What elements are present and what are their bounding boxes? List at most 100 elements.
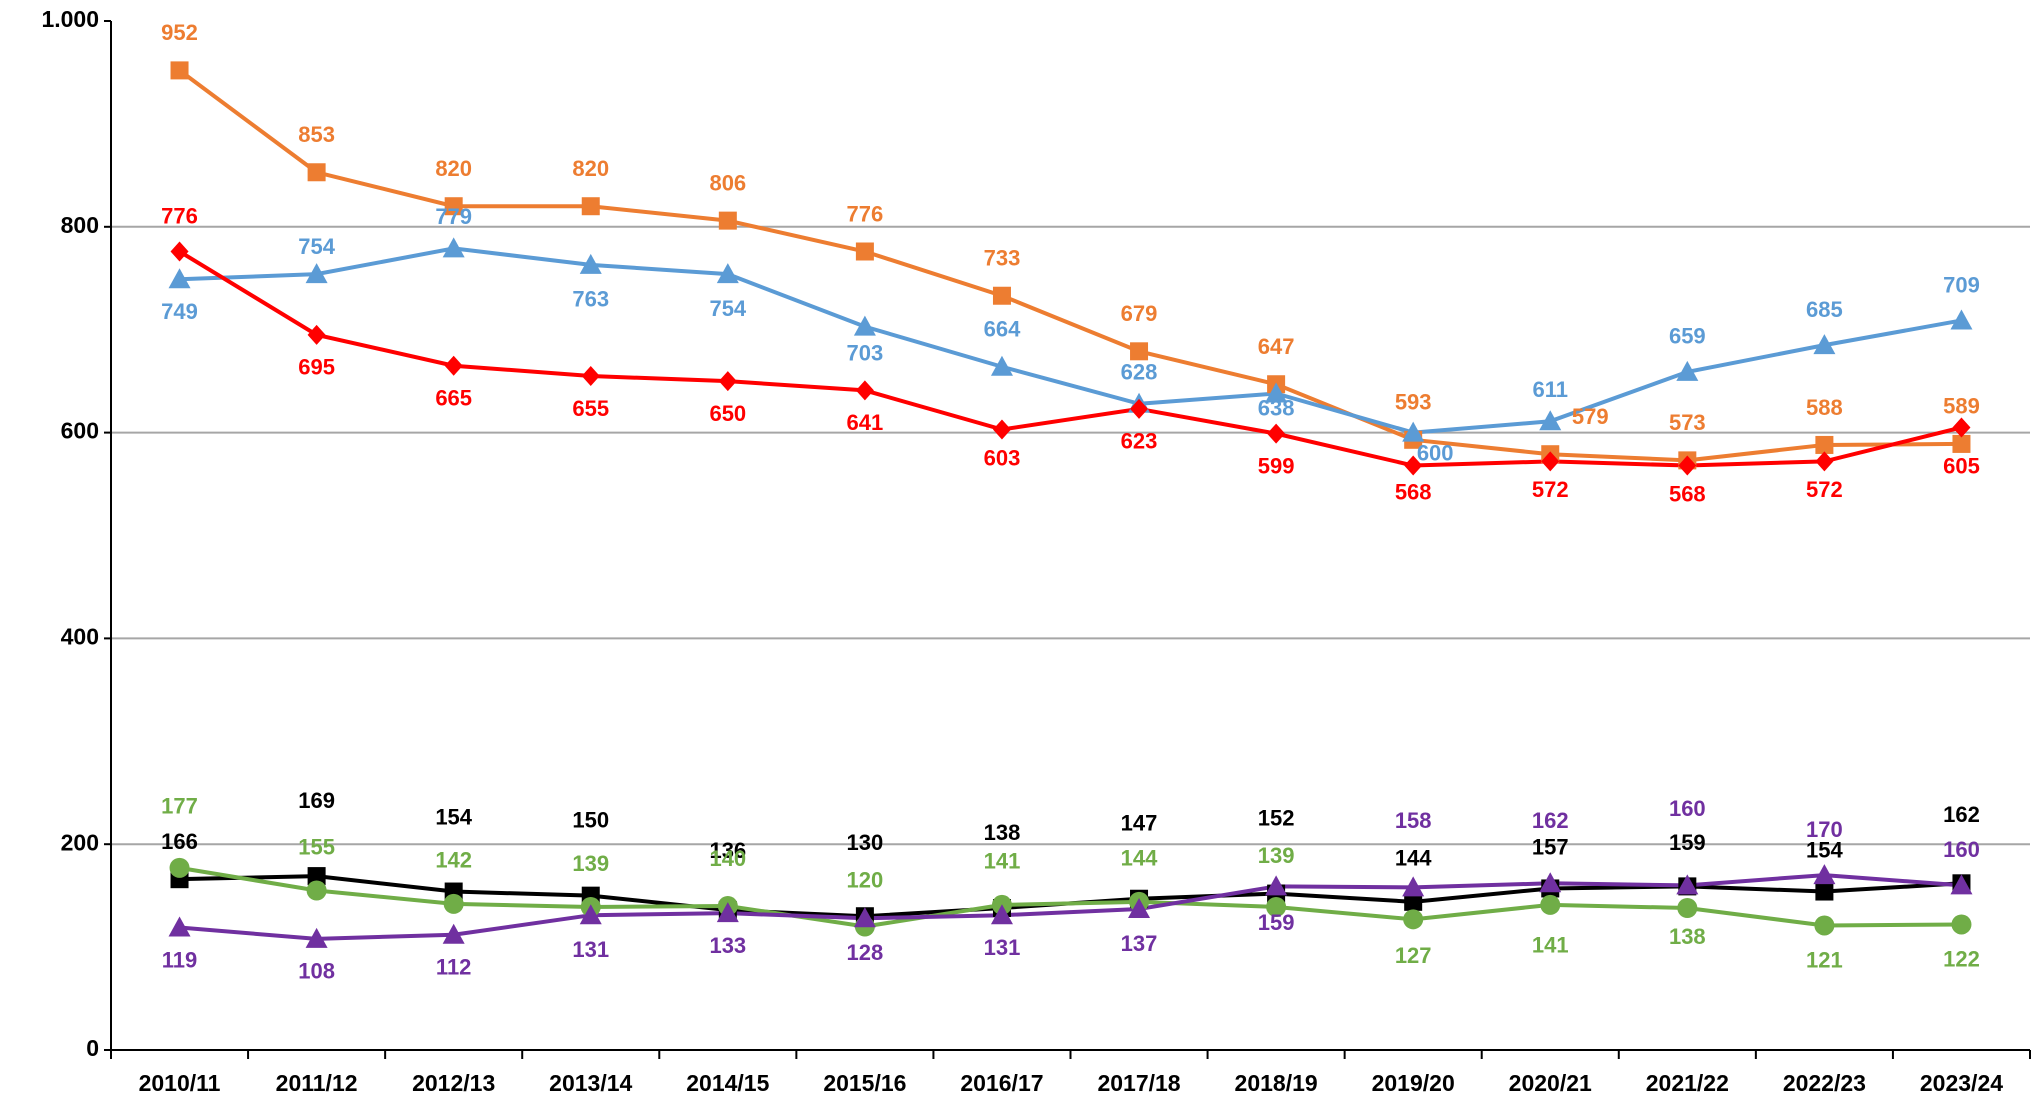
data-label: 119 bbox=[162, 947, 198, 972]
data-label: 572 bbox=[1532, 477, 1569, 502]
data-label: 703 bbox=[847, 340, 884, 365]
data-label: 144 bbox=[1121, 846, 1158, 871]
data-label: 733 bbox=[984, 246, 1021, 271]
marker bbox=[1815, 882, 1834, 901]
marker bbox=[169, 857, 190, 878]
y-tick-label: 400 bbox=[61, 623, 99, 649]
data-label: 162 bbox=[1943, 802, 1980, 827]
marker bbox=[855, 380, 874, 401]
marker bbox=[716, 263, 739, 284]
data-label: 127 bbox=[1395, 943, 1432, 968]
data-label: 130 bbox=[847, 830, 884, 855]
marker bbox=[579, 253, 602, 274]
series-line bbox=[179, 865, 1962, 929]
data-label: 152 bbox=[1258, 805, 1295, 830]
data-label: 659 bbox=[1669, 324, 1706, 349]
x-tick-label: 2011/12 bbox=[276, 1070, 358, 1096]
data-label: 166 bbox=[161, 829, 198, 854]
marker bbox=[992, 419, 1011, 440]
data-label: 685 bbox=[1806, 297, 1843, 322]
marker bbox=[1266, 896, 1287, 917]
data-label: 599 bbox=[1258, 453, 1295, 478]
data-label: 157 bbox=[1532, 834, 1569, 859]
data-label: 142 bbox=[435, 848, 472, 873]
data-label: 158 bbox=[1395, 808, 1432, 833]
y-tick-label: 600 bbox=[61, 418, 99, 444]
marker bbox=[168, 268, 191, 289]
marker bbox=[306, 880, 327, 901]
marker bbox=[1541, 451, 1560, 472]
x-tick-label: 2012/13 bbox=[412, 1070, 495, 1096]
data-label: 679 bbox=[1121, 301, 1158, 326]
data-label: 147 bbox=[1121, 811, 1158, 836]
marker bbox=[990, 355, 1013, 376]
marker bbox=[444, 197, 463, 216]
marker bbox=[1950, 874, 1973, 895]
data-label: 131 bbox=[572, 937, 609, 962]
data-label: 140 bbox=[709, 846, 746, 871]
data-label: 160 bbox=[1943, 837, 1980, 862]
marker bbox=[718, 371, 737, 392]
x-tick-label: 2021/22 bbox=[1646, 1070, 1729, 1096]
data-label: 160 bbox=[1669, 796, 1706, 821]
data-label: 952 bbox=[161, 20, 198, 45]
data-label: 655 bbox=[572, 396, 609, 421]
data-label: 806 bbox=[709, 170, 746, 195]
data-label: 588 bbox=[1806, 395, 1843, 420]
data-label: 568 bbox=[1395, 479, 1432, 504]
data-label: 159 bbox=[1669, 830, 1706, 855]
marker bbox=[1402, 421, 1425, 442]
marker bbox=[1676, 360, 1699, 381]
data-label: 139 bbox=[572, 851, 609, 876]
marker bbox=[307, 324, 326, 345]
data-label: 579 bbox=[1572, 404, 1609, 429]
series-line bbox=[179, 246, 1962, 435]
data-label: 177 bbox=[161, 794, 198, 819]
marker bbox=[170, 61, 189, 80]
data-label: 628 bbox=[1121, 360, 1158, 385]
x-tick-label: 2023/24 bbox=[1920, 1070, 2003, 1096]
data-label: 776 bbox=[847, 201, 884, 226]
marker bbox=[579, 904, 602, 925]
marker bbox=[1404, 455, 1423, 476]
marker bbox=[444, 355, 463, 376]
data-label: 623 bbox=[1121, 429, 1158, 454]
data-label: 120 bbox=[847, 867, 884, 892]
data-label: 131 bbox=[984, 935, 1021, 960]
marker bbox=[1950, 309, 1973, 330]
data-label: 641 bbox=[847, 410, 884, 435]
marker bbox=[170, 241, 189, 262]
marker bbox=[1128, 898, 1151, 919]
data-label: 154 bbox=[435, 804, 472, 829]
marker bbox=[853, 315, 876, 336]
marker bbox=[1676, 874, 1699, 895]
marker bbox=[305, 263, 328, 284]
marker bbox=[305, 927, 328, 948]
data-label: 820 bbox=[572, 156, 609, 181]
data-label: 568 bbox=[1669, 481, 1706, 506]
data-label: 159 bbox=[1258, 910, 1295, 935]
marker bbox=[1815, 451, 1834, 472]
marker bbox=[1813, 334, 1836, 355]
marker bbox=[168, 916, 191, 937]
data-label: 572 bbox=[1806, 477, 1843, 502]
marker bbox=[443, 893, 464, 914]
series-line bbox=[178, 68, 1962, 463]
series-line bbox=[178, 249, 1962, 468]
marker bbox=[1539, 872, 1562, 893]
series-line bbox=[179, 873, 1962, 941]
marker bbox=[1539, 410, 1562, 431]
marker bbox=[853, 907, 876, 928]
marker bbox=[1540, 894, 1561, 915]
marker bbox=[1951, 914, 1972, 935]
x-tick-label: 2017/18 bbox=[1097, 1070, 1180, 1096]
data-label: 603 bbox=[984, 445, 1021, 470]
marker bbox=[990, 904, 1013, 925]
marker bbox=[1130, 342, 1149, 361]
data-label: 144 bbox=[1395, 846, 1432, 871]
x-tick-label: 2014/15 bbox=[686, 1070, 769, 1096]
data-label: 121 bbox=[1806, 947, 1843, 972]
marker bbox=[1130, 398, 1149, 419]
data-label: 664 bbox=[984, 317, 1021, 342]
data-label: 162 bbox=[1532, 808, 1569, 833]
